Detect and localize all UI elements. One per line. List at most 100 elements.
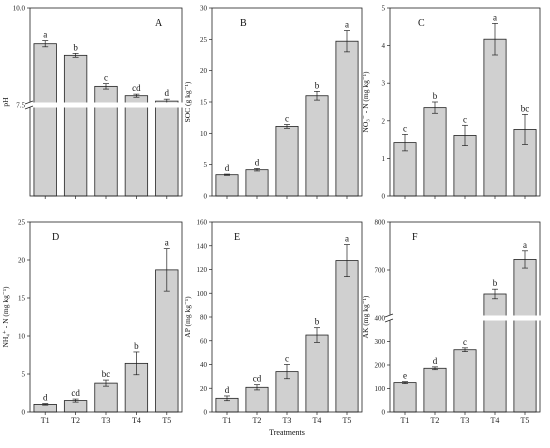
- y-tick-label: 15: [18, 295, 26, 303]
- chart-panel-f: e T1 d T2 c T3 b T4 a T5 0 100 200 300 400 700 800 F AK (m…: [361, 219, 544, 425]
- chart-panel-b: d d c b a 0 5 10 15 20 25 30 B SOC (g kg⁻¹): [183, 5, 363, 201]
- significance-letter: bc: [102, 369, 111, 379]
- axis-break-gap: [26, 102, 186, 108]
- significance-letter: b: [433, 91, 438, 101]
- category-label: T4: [491, 416, 500, 425]
- y-tick-label: 7.5: [16, 102, 25, 110]
- bar: [63, 54, 88, 197]
- y-tick-label: 1: [382, 155, 386, 163]
- y-axis-label: NH₄⁺ - N (mg kg⁻¹): [1, 286, 10, 348]
- significance-letter: b: [73, 42, 78, 52]
- bar: [215, 174, 239, 197]
- y-tick-label: 0: [382, 409, 386, 417]
- significance-letter: c: [463, 114, 467, 124]
- significance-letter: cd: [71, 388, 80, 398]
- bar: [335, 260, 359, 413]
- significance-letter: b: [134, 341, 139, 351]
- y-tick-label: 300: [375, 338, 386, 346]
- category-label: T2: [71, 416, 80, 425]
- significance-letter: d: [225, 385, 230, 395]
- y-tick-label: 30: [200, 5, 208, 13]
- axis-break-mark: [384, 318, 394, 323]
- category-label: T2: [431, 416, 440, 425]
- significance-letter: b: [315, 80, 320, 90]
- category-label: T4: [313, 416, 322, 425]
- significance-letter: e: [403, 371, 407, 381]
- y-tick-label: 60: [200, 337, 208, 345]
- axis-break-mark: [384, 313, 394, 318]
- panel-label: F: [412, 232, 418, 243]
- significance-letter: a: [493, 12, 497, 22]
- y-tick-label: 10: [200, 130, 208, 138]
- y-tick-label: 0: [204, 193, 208, 201]
- y-tick-label: 25: [200, 36, 208, 44]
- category-label: T1: [223, 416, 232, 425]
- axis-break-gap: [386, 315, 544, 321]
- bar: [33, 43, 57, 197]
- significance-letter: a: [43, 30, 47, 40]
- y-tick-label: 160: [197, 219, 208, 227]
- category-label: T2: [253, 416, 262, 425]
- y-tick-label: 0: [204, 409, 208, 417]
- significance-letter: d: [255, 157, 260, 167]
- category-label: T3: [102, 416, 111, 425]
- significance-letter: c: [285, 354, 289, 364]
- y-tick-label: 80: [200, 314, 208, 322]
- y-axis-label: pH: [1, 97, 10, 107]
- y-tick-label: 5: [22, 371, 26, 379]
- y-tick-label: 120: [197, 266, 208, 274]
- bar: [423, 367, 447, 413]
- bar: [275, 126, 299, 197]
- bar: [393, 382, 417, 413]
- panel-label: A: [155, 18, 163, 29]
- y-tick-label: 10.0: [13, 5, 26, 13]
- category-label: T1: [41, 416, 50, 425]
- y-axis-label: AK (mg kg⁻¹): [361, 295, 370, 338]
- bar: [483, 38, 507, 197]
- significance-letter: d: [225, 163, 230, 173]
- y-tick-label: 10: [18, 333, 26, 341]
- y-tick-label: 800: [375, 219, 386, 227]
- bar: [124, 95, 149, 197]
- bar: [245, 386, 269, 413]
- axis-break-mark: [24, 105, 34, 110]
- category-label: T5: [162, 416, 171, 425]
- significance-letter: c: [463, 337, 467, 347]
- bar: [305, 334, 329, 413]
- significance-letter: b: [315, 317, 320, 327]
- significance-letter: a: [345, 20, 349, 30]
- y-tick-label: 20: [18, 257, 26, 265]
- chart-panel-d: d T1 cd T2 bc T3 b T4 a T5 0 5 10 15 20 25 D NH₄⁺ - N (mg…: [1, 219, 183, 425]
- significance-letter: a: [523, 240, 527, 250]
- category-label: T5: [521, 416, 530, 425]
- bar: [513, 259, 537, 413]
- significance-letter: d: [433, 356, 438, 366]
- y-tick-label: 100: [375, 385, 386, 393]
- significance-letter: cd: [132, 83, 141, 93]
- category-label: T5: [343, 416, 352, 425]
- y-tick-label: 20: [200, 67, 208, 75]
- significance-letter: bc: [521, 103, 530, 113]
- bar: [155, 100, 179, 197]
- axis-break-mark: [24, 100, 34, 105]
- significance-letter: d: [43, 393, 48, 403]
- significance-letter: cd: [253, 374, 262, 384]
- y-tick-label: 200: [375, 362, 386, 370]
- significance-letter: c: [104, 73, 108, 83]
- y-tick-label: 40: [200, 361, 208, 369]
- y-tick-label: 3: [382, 80, 386, 88]
- y-axis-label: SOC (g kg⁻¹): [183, 81, 192, 122]
- y-tick-label: 700: [375, 267, 386, 275]
- y-axis-label: NO₃⁻ - N (mg kg⁻¹): [361, 71, 370, 133]
- bar: [483, 293, 507, 413]
- significance-letter: a: [165, 238, 169, 248]
- bar: [94, 382, 118, 413]
- chart-panel-e: d T1 cd T2 c T3 b T4 a T5 0 20 40 60 80 100 120 140 160 E AP…: [183, 219, 363, 437]
- significance-letter: b: [493, 278, 498, 288]
- category-label: T3: [461, 416, 470, 425]
- panel-label: D: [52, 232, 59, 243]
- x-axis-label: Treatments: [269, 428, 305, 437]
- significance-letter: c: [285, 114, 289, 124]
